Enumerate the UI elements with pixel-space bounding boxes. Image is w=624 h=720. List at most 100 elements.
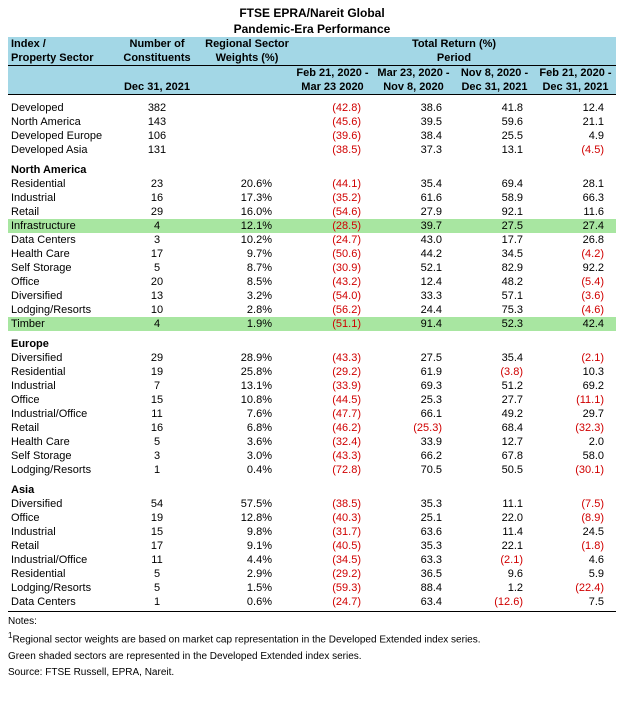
hdr-p4b: Dec 31, 2021 [535,80,616,95]
row-period-3: (3.8) [454,365,535,379]
row-constituents: 5 [112,435,202,449]
notes-label: Notes: [8,614,616,630]
row-period-4: (22.4) [535,581,616,595]
row-period-1: (46.2) [292,421,373,435]
row-period-4: (4.6) [535,303,616,317]
table-row: Industrial713.1%(33.9)69.351.269.2 [8,379,616,393]
row-period-3: 22.0 [454,511,535,525]
row-period-4: (3.6) [535,289,616,303]
row-period-4: 10.3 [535,365,616,379]
row-constituents: 10 [112,303,202,317]
row-period-4: (11.1) [535,393,616,407]
row-period-3: 1.2 [454,581,535,595]
note-2: Green shaded sectors are represented in … [8,649,616,665]
row-period-1: (43.2) [292,275,373,289]
row-constituents: 11 [112,553,202,567]
table-row: North America143(45.6)39.559.621.1 [8,115,616,129]
note-1: 1Regional sector weights are based on ma… [8,630,616,648]
row-constituents: 29 [112,351,202,365]
row-weight: 8.5% [202,275,292,289]
row-name: Industrial [8,525,112,539]
row-period-2: 24.4 [373,303,454,317]
row-weight: 9.7% [202,247,292,261]
row-period-2: 12.4 [373,275,454,289]
row-name: Industrial [8,379,112,393]
row-weight: 25.8% [202,365,292,379]
table-row: Residential52.9%(29.2)36.59.65.9 [8,567,616,581]
row-period-4: 12.4 [535,101,616,115]
table-row: Health Care179.7%(50.6)44.234.5(4.2) [8,247,616,261]
row-name: Data Centers [8,233,112,247]
row-period-3: 13.1 [454,143,535,157]
row-period-4: 42.4 [535,317,616,331]
table-body: Developed382(42.8)38.641.812.4North Amer… [8,95,616,610]
row-weight: 2.9% [202,567,292,581]
row-period-3: (12.6) [454,595,535,609]
row-weight: 9.8% [202,525,292,539]
table-row: Office1912.8%(40.3)25.122.0(8.9) [8,511,616,525]
row-period-2: 66.2 [373,449,454,463]
row-period-4: (2.1) [535,351,616,365]
group-label: Asia [8,483,616,497]
row-period-1: (24.7) [292,595,373,609]
row-period-3: 9.6 [454,567,535,581]
row-period-4: 4.9 [535,129,616,143]
row-name: Developed [8,101,112,115]
row-name: Office [8,275,112,289]
row-period-2: 63.6 [373,525,454,539]
note-3: Source: FTSE Russell, EPRA, Nareit. [8,665,616,681]
row-period-4: (4.2) [535,247,616,261]
hdr-p1b: Mar 23 2020 [292,80,373,95]
row-name: North America [8,115,112,129]
row-constituents: 19 [112,365,202,379]
table-row: Developed382(42.8)38.641.812.4 [8,101,616,115]
hdr-p1a: Feb 21, 2020 - [292,66,373,81]
row-period-2: 33.3 [373,289,454,303]
row-period-1: (28.5) [292,219,373,233]
row-weight: 13.1% [202,379,292,393]
row-constituents: 13 [112,289,202,303]
table-row: Self Storage33.0%(43.3)66.267.858.0 [8,449,616,463]
row-period-3: 57.1 [454,289,535,303]
row-name: Health Care [8,247,112,261]
row-weight: 9.1% [202,539,292,553]
row-period-4: 27.4 [535,219,616,233]
group-label: North America [8,163,616,177]
row-constituents: 19 [112,511,202,525]
hdr-constituents-2: Constituents [112,51,202,66]
table-row: Industrial1617.3%(35.2)61.658.966.3 [8,191,616,205]
row-period-2: 35.4 [373,177,454,191]
hdr-date: Dec 31, 2021 [112,80,202,95]
row-name: Infrastructure [8,219,112,233]
table-row: Developed Asia131(38.5)37.313.1(4.5) [8,143,616,157]
row-period-2: 37.3 [373,143,454,157]
row-name: Residential [8,567,112,581]
row-period-2: 36.5 [373,567,454,581]
table-row: Residential1925.8%(29.2)61.9(3.8)10.3 [8,365,616,379]
row-weight: 12.1% [202,219,292,233]
table-row: Self Storage58.7%(30.9)52.182.992.2 [8,261,616,275]
row-period-3: 25.5 [454,129,535,143]
row-weight: 28.9% [202,351,292,365]
table-row: Lodging/Resorts102.8%(56.2)24.475.3(4.6) [8,303,616,317]
row-period-1: (54.6) [292,205,373,219]
row-weight: 57.5% [202,497,292,511]
row-period-3: 67.8 [454,449,535,463]
row-name: Data Centers [8,595,112,609]
table-row: Industrial159.8%(31.7)63.611.424.5 [8,525,616,539]
row-period-2: 27.9 [373,205,454,219]
hdr-weights-1: Regional Sector [202,37,292,51]
table-row: Office208.5%(43.2)12.448.2(5.4) [8,275,616,289]
row-period-4: (1.8) [535,539,616,553]
table-row: Retail2916.0%(54.6)27.992.111.6 [8,205,616,219]
group-header-row: North America [8,163,616,177]
row-period-4: 11.6 [535,205,616,219]
table-row: Retail179.1%(40.5)35.322.1(1.8) [8,539,616,553]
table-row: Data Centers10.6%(24.7)63.4(12.6)7.5 [8,595,616,609]
hdr-p2b: Nov 8, 2020 [373,80,454,95]
row-weight: 10.8% [202,393,292,407]
row-weight [202,101,292,115]
row-weight: 0.4% [202,463,292,477]
row-constituents: 106 [112,129,202,143]
row-period-4: 26.8 [535,233,616,247]
